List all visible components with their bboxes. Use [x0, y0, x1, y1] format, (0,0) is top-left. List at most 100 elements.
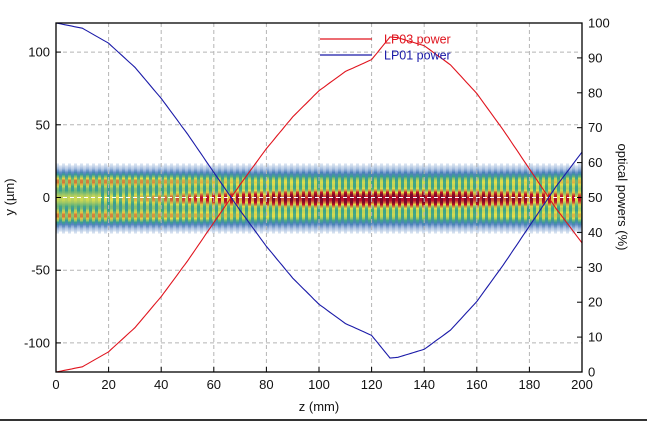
heatmap-cell	[314, 231, 317, 234]
heatmap-cell	[191, 201, 194, 204]
heatmap-cell	[269, 225, 272, 228]
heatmap-cell	[113, 189, 116, 192]
heatmap-cell	[113, 225, 116, 228]
heatmap-cell	[143, 205, 146, 208]
heatmap-cell	[464, 217, 467, 220]
heatmap-cell	[491, 217, 494, 220]
heatmap-cell	[272, 209, 275, 212]
heatmap-cell	[131, 223, 134, 226]
heatmap-cell	[182, 171, 185, 174]
heatmap-cell	[368, 169, 371, 172]
heatmap-cell	[335, 197, 338, 200]
heatmap-cell	[335, 205, 338, 208]
heatmap-cell	[149, 169, 152, 172]
heatmap-cell	[389, 171, 392, 174]
heatmap-cell	[281, 195, 284, 198]
heatmap-cell	[440, 189, 443, 192]
heatmap-cell	[488, 191, 491, 194]
heatmap-cell	[197, 169, 200, 172]
heatmap-cell	[158, 175, 161, 178]
heatmap-cell	[449, 169, 452, 172]
heatmap-cell	[452, 223, 455, 226]
heatmap-cell	[377, 175, 380, 178]
heatmap-cell	[470, 217, 473, 220]
heatmap-cell	[173, 177, 176, 180]
heatmap-cell	[212, 195, 215, 198]
heatmap-cell	[110, 191, 113, 194]
heatmap-cell	[299, 219, 302, 222]
heatmap-cell	[281, 173, 284, 176]
heatmap-cell	[233, 167, 236, 170]
heatmap-cell	[362, 169, 365, 172]
heatmap-cell	[266, 219, 269, 222]
heatmap-cell	[380, 179, 383, 182]
heatmap-cell	[380, 213, 383, 216]
heatmap-cell	[476, 215, 479, 218]
heatmap-cell	[197, 165, 200, 168]
heatmap-cell	[80, 173, 83, 176]
heatmap-cell	[371, 165, 374, 168]
heatmap-cell	[431, 177, 434, 180]
heatmap-cell	[284, 163, 287, 166]
heatmap-cell	[167, 187, 170, 190]
heatmap-cell	[167, 165, 170, 168]
heatmap-cell	[362, 203, 365, 206]
heatmap-cell	[494, 221, 497, 224]
heatmap-cell	[341, 225, 344, 228]
heatmap-cell	[80, 179, 83, 182]
heatmap-cell	[389, 185, 392, 188]
heatmap-cell	[134, 201, 137, 204]
heatmap-cell	[317, 223, 320, 226]
heatmap-cell	[215, 183, 218, 186]
heatmap-cell	[77, 187, 80, 190]
heatmap-cell	[425, 223, 428, 226]
heatmap-cell	[362, 201, 365, 204]
heatmap-cell	[74, 185, 77, 188]
heatmap-cell	[269, 165, 272, 168]
heatmap-cell	[179, 211, 182, 214]
heatmap-cell	[359, 213, 362, 216]
heatmap-cell	[110, 171, 113, 174]
heatmap-cell	[467, 229, 470, 232]
heatmap-cell	[197, 225, 200, 228]
heatmap-cell	[401, 209, 404, 212]
heatmap-cell	[479, 209, 482, 212]
heatmap-cell	[374, 223, 377, 226]
heatmap-cell	[389, 217, 392, 220]
heatmap-cell	[350, 173, 353, 176]
heatmap-cell	[74, 167, 77, 170]
heatmap-cell	[188, 163, 191, 166]
heatmap-cell	[218, 215, 221, 218]
heatmap-cell	[371, 217, 374, 220]
heatmap-cell	[401, 191, 404, 194]
heatmap-cell	[416, 187, 419, 190]
heatmap-cell	[56, 165, 59, 168]
heatmap-cell	[491, 199, 494, 202]
heatmap-cell	[227, 211, 230, 214]
heatmap-cell	[290, 221, 293, 224]
heatmap-cell	[80, 175, 83, 178]
heatmap-cell	[431, 179, 434, 182]
heatmap-cell	[326, 199, 329, 202]
heatmap-cell	[188, 203, 191, 206]
heatmap-cell	[266, 207, 269, 210]
heatmap-cell	[212, 229, 215, 232]
heatmap-cell	[326, 223, 329, 226]
heatmap-cell	[278, 195, 281, 198]
heatmap-cell	[233, 227, 236, 230]
heatmap-cell	[230, 187, 233, 190]
heatmap-cell	[356, 179, 359, 182]
heatmap-cell	[449, 171, 452, 174]
heatmap-cell	[167, 215, 170, 218]
heatmap-cell	[428, 225, 431, 228]
heatmap-cell	[122, 205, 125, 208]
heatmap-cell	[161, 175, 164, 178]
heatmap-cell	[224, 201, 227, 204]
heatmap-cell	[326, 187, 329, 190]
heatmap-cell	[98, 189, 101, 192]
heatmap-cell	[260, 215, 263, 218]
heatmap-cell	[332, 173, 335, 176]
heatmap-cell	[368, 187, 371, 190]
heatmap-cell	[329, 169, 332, 172]
heatmap-cell	[122, 185, 125, 188]
